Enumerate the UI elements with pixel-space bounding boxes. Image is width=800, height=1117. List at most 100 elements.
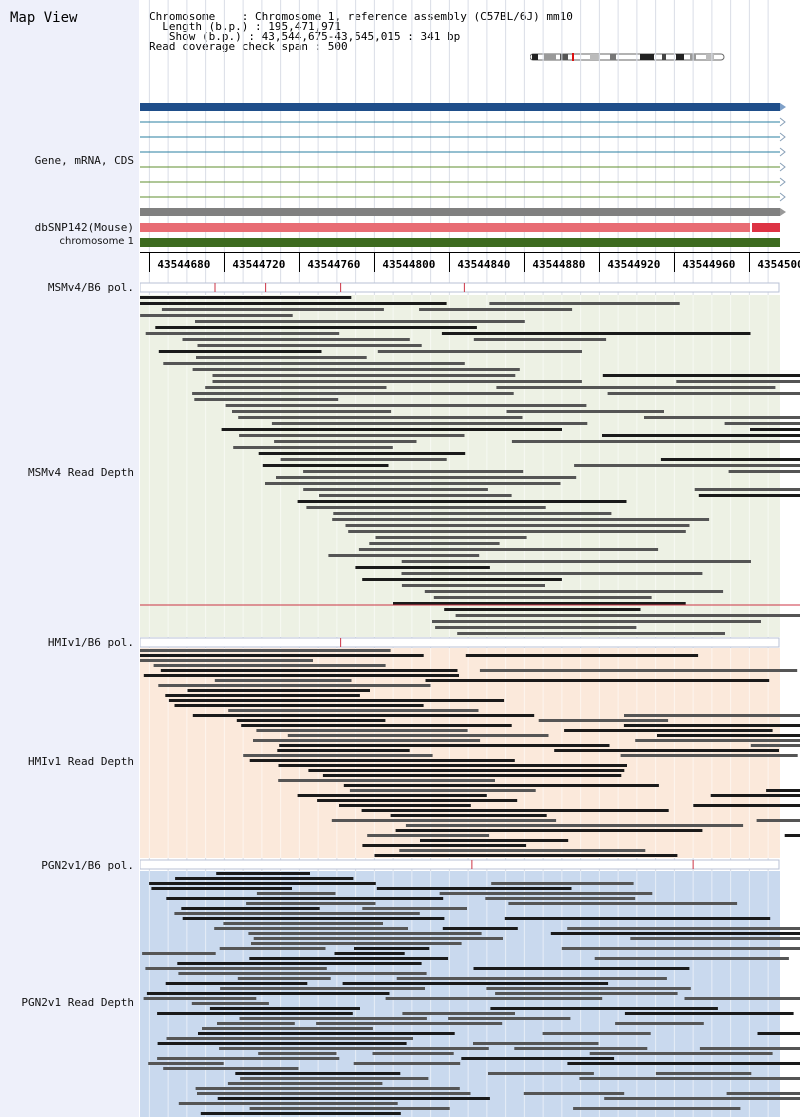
sequence-read bbox=[334, 952, 405, 955]
cds-arrow bbox=[780, 208, 786, 216]
sequence-read bbox=[237, 977, 331, 980]
sequence-read bbox=[158, 684, 431, 687]
sequence-read bbox=[377, 350, 582, 353]
msm-pol-label: MSMv4/B6 pol. bbox=[47, 281, 134, 294]
axis-tick bbox=[599, 252, 601, 272]
sequence-read bbox=[374, 854, 678, 857]
chromosome-track[interactable] bbox=[140, 238, 780, 248]
hmi-pol-track[interactable] bbox=[140, 637, 780, 649]
sequence-read bbox=[161, 308, 384, 311]
sequence-read bbox=[624, 714, 800, 717]
sequence-read bbox=[145, 967, 327, 970]
sequence-read bbox=[153, 664, 386, 667]
sequence-read bbox=[297, 794, 487, 797]
sequence-read bbox=[511, 440, 800, 443]
pol-track-box bbox=[140, 637, 780, 648]
sequence-read bbox=[644, 416, 800, 419]
hmi-pol-label: HMIv1/B6 pol. bbox=[47, 636, 134, 649]
sequence-read bbox=[240, 1077, 429, 1080]
chromosome-info: Chromosome : Chromosome 1, reference ass… bbox=[149, 10, 573, 23]
sequence-read bbox=[574, 464, 800, 467]
sequence-read bbox=[607, 392, 800, 395]
sequence-read bbox=[181, 907, 320, 910]
sequence-read bbox=[757, 1032, 800, 1035]
sequence-read bbox=[278, 764, 627, 767]
sequence-read bbox=[219, 947, 326, 950]
sequence-read bbox=[228, 709, 479, 712]
axis-baseline bbox=[140, 252, 800, 253]
sequence-read bbox=[143, 997, 257, 1000]
sequence-read bbox=[217, 1022, 295, 1025]
sequence-read bbox=[693, 804, 800, 807]
sequence-read bbox=[241, 724, 512, 727]
sequence-read bbox=[657, 734, 800, 737]
sequence-read bbox=[353, 1062, 461, 1065]
sequence-read bbox=[604, 1097, 800, 1100]
sequence-read bbox=[433, 596, 652, 599]
sequence-read bbox=[750, 428, 800, 431]
sequence-read bbox=[396, 977, 667, 980]
sequence-read bbox=[444, 608, 641, 611]
sequence-read bbox=[345, 524, 690, 527]
sequence-read bbox=[567, 1062, 800, 1065]
axis-tick bbox=[299, 252, 301, 272]
sequence-read bbox=[236, 719, 386, 722]
sequence-read bbox=[401, 584, 545, 587]
sequence-read bbox=[448, 1017, 571, 1020]
sequence-read bbox=[142, 952, 216, 955]
sequence-read bbox=[253, 739, 481, 742]
sequence-read bbox=[589, 1052, 773, 1055]
sequence-read bbox=[579, 1077, 800, 1080]
sequence-read bbox=[174, 704, 424, 707]
sequence-read bbox=[442, 927, 518, 930]
axis-tick bbox=[524, 252, 526, 272]
sequence-read bbox=[196, 356, 367, 359]
snp-track[interactable] bbox=[140, 223, 780, 233]
sequence-read bbox=[212, 380, 582, 383]
sequence-read bbox=[297, 500, 627, 503]
hmi-depth-label: HMIv1 Read Depth bbox=[28, 755, 134, 768]
sequence-read bbox=[219, 1047, 489, 1050]
sequence-read bbox=[157, 1057, 340, 1060]
sequence-read bbox=[435, 626, 637, 629]
mrna-arrow bbox=[779, 117, 786, 127]
sequence-read bbox=[174, 912, 420, 915]
sequence-read bbox=[243, 754, 433, 757]
sequence-read bbox=[191, 1002, 269, 1005]
sequence-read bbox=[274, 440, 417, 443]
axis-tick-label: 43544840 bbox=[457, 258, 511, 271]
gene-track[interactable] bbox=[140, 100, 800, 255]
sequence-read bbox=[424, 590, 724, 593]
sequence-read bbox=[182, 338, 410, 341]
sequence-read bbox=[496, 386, 776, 389]
sequence-read bbox=[140, 654, 424, 657]
sequence-read bbox=[333, 512, 612, 515]
sequence-read bbox=[200, 1112, 401, 1115]
sequence-read bbox=[455, 614, 800, 617]
sequence-read bbox=[486, 987, 691, 990]
sequence-read bbox=[163, 1067, 299, 1070]
sequence-read bbox=[728, 470, 800, 473]
sequence-read bbox=[372, 1052, 454, 1055]
hmi-read-depth-track[interactable] bbox=[140, 648, 800, 858]
pgn-read-depth-track[interactable] bbox=[140, 871, 800, 1117]
sequence-read bbox=[140, 302, 447, 305]
sequence-read bbox=[349, 789, 536, 792]
msm-pol-track[interactable] bbox=[140, 282, 780, 294]
pgn-depth-label: PGN2v1 Read Depth bbox=[21, 996, 134, 1009]
msm-read-depth-track[interactable] bbox=[140, 295, 800, 637]
sequence-read bbox=[253, 937, 503, 940]
sequence-read bbox=[271, 422, 588, 425]
sequence-read bbox=[146, 992, 390, 995]
pgn-pol-track[interactable] bbox=[140, 859, 780, 871]
sequence-read bbox=[140, 296, 352, 299]
sequence-read bbox=[192, 368, 520, 371]
sequence-read bbox=[227, 1082, 383, 1085]
cds-bar bbox=[140, 208, 780, 216]
sequence-read bbox=[514, 1047, 648, 1050]
gene-main-arrow bbox=[780, 103, 786, 111]
sequence-read bbox=[399, 849, 646, 852]
length-info: Length (b.p.) : 195,471,971 bbox=[149, 20, 342, 33]
sequence-read bbox=[602, 374, 800, 377]
